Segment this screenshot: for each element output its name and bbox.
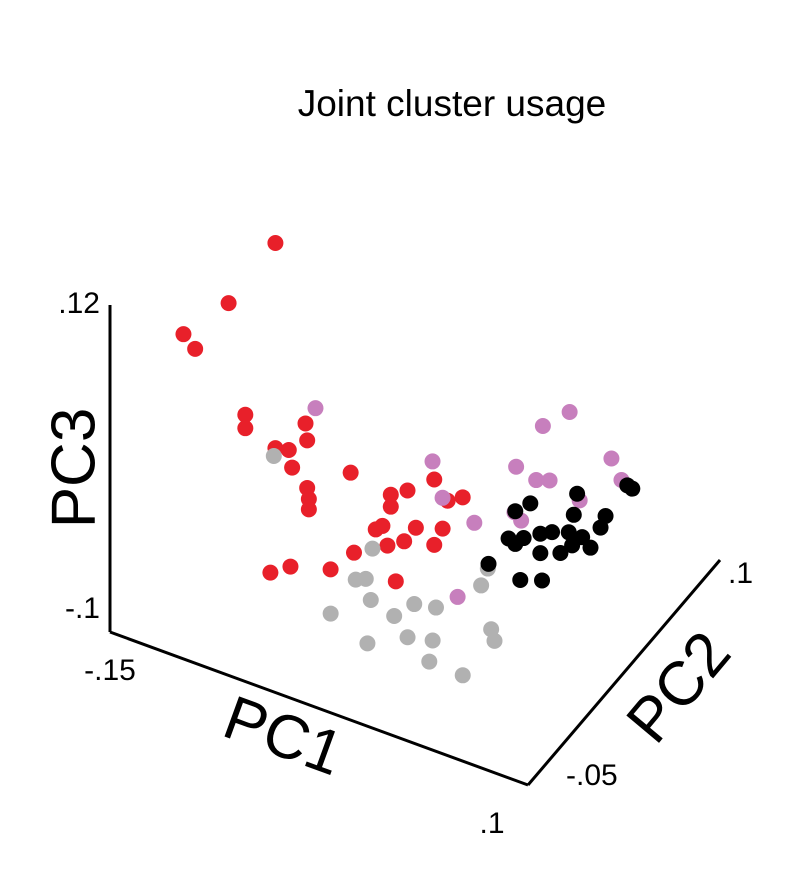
data-point [421, 653, 438, 670]
data-point [379, 537, 396, 554]
x-axis-label: PC1 [215, 683, 352, 789]
chart-title: Joint cluster usage [298, 83, 607, 124]
data-point [434, 489, 451, 506]
data-point [480, 555, 497, 572]
data-point [364, 540, 381, 557]
data-point [346, 544, 362, 561]
data-point [362, 592, 379, 609]
data-point [528, 472, 545, 489]
data-point [532, 545, 549, 562]
data-point [265, 448, 282, 465]
data-point [359, 635, 376, 652]
data-point [522, 495, 539, 512]
data-point [386, 608, 403, 625]
data-point [515, 530, 532, 547]
data-point [466, 514, 483, 531]
data-point [544, 524, 561, 541]
data-point [187, 340, 204, 357]
data-point [534, 417, 551, 434]
data-point [454, 489, 471, 506]
data-point [175, 326, 192, 343]
data-point [262, 564, 279, 581]
data-point [569, 485, 586, 502]
data-point [552, 545, 569, 562]
data-point [367, 521, 384, 538]
data-point [624, 480, 641, 497]
data-point [347, 571, 364, 588]
data-point [299, 432, 316, 449]
data-point [603, 450, 620, 467]
data-point [300, 501, 317, 518]
data-point [434, 520, 451, 537]
data-point [342, 464, 359, 481]
data-point [382, 498, 399, 515]
data-point [532, 525, 549, 542]
y-tick-label: -.05 [566, 759, 618, 792]
data-point [534, 572, 551, 589]
data-point [486, 632, 503, 649]
data-point [237, 420, 254, 437]
data-point [220, 295, 237, 312]
y-axis [526, 559, 722, 786]
data-point [424, 453, 441, 470]
data-point [473, 577, 490, 594]
data-point [507, 503, 524, 520]
data-point [561, 404, 578, 421]
data-point [541, 472, 558, 489]
data-point [512, 571, 529, 588]
data-point [237, 406, 254, 423]
data-point [297, 415, 314, 432]
data-point [267, 234, 284, 251]
x-tick-label: .1 [479, 807, 504, 840]
data-point [426, 536, 443, 553]
data-point [407, 519, 424, 536]
data-point [322, 605, 339, 622]
data-point [564, 537, 581, 554]
data-point [307, 400, 324, 417]
data-point [322, 561, 339, 578]
data-point [399, 482, 416, 499]
z-tick-label: .12 [58, 287, 100, 320]
data-point [406, 596, 423, 613]
data-point [449, 588, 466, 605]
data-point [427, 599, 444, 616]
data-point [560, 524, 577, 541]
data-point [399, 629, 416, 646]
data-point [597, 508, 614, 525]
data-point [282, 558, 299, 575]
data-point [424, 632, 441, 649]
data-point [426, 471, 443, 488]
z-tick-label: -.1 [65, 592, 100, 625]
y-tick-label: .1 [728, 557, 753, 590]
data-point [454, 667, 471, 684]
data-point [387, 573, 404, 590]
x-tick-label: -.15 [84, 654, 136, 687]
data-point [280, 442, 297, 459]
data-point [565, 506, 582, 523]
y-axis-label: PC2 [614, 619, 744, 756]
data-point [284, 459, 301, 476]
x-axis [109, 630, 529, 787]
data-point [508, 458, 525, 475]
data-point [382, 486, 399, 503]
data-point [582, 539, 599, 556]
data-point [396, 533, 413, 550]
z-axis-label: PC3 [39, 408, 108, 529]
